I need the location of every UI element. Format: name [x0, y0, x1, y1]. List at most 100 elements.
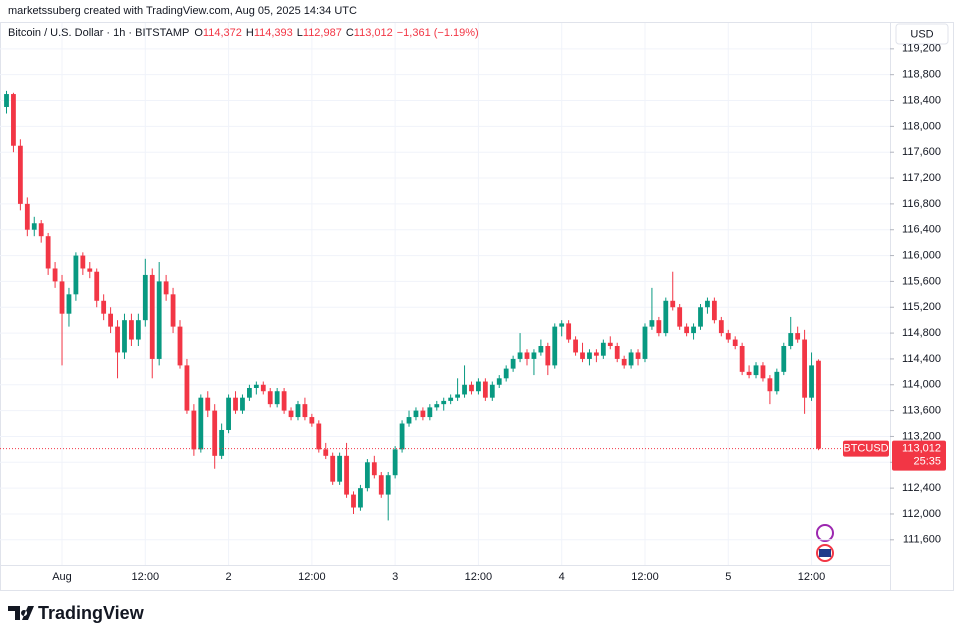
y-tick-label: 117,200	[902, 172, 941, 184]
axes: 111,600112,000112,400112,800113,200113,6…	[52, 43, 946, 583]
x-tick-label: 2	[226, 571, 232, 583]
candle-body	[240, 397, 245, 411]
candle-body	[302, 404, 308, 418]
candle-body	[177, 326, 183, 366]
candle-body	[711, 300, 717, 321]
candle-body	[198, 397, 204, 450]
candle-body	[774, 371, 780, 392]
candle-body	[614, 346, 620, 359]
candle-body	[545, 346, 551, 366]
candle-body	[247, 387, 252, 398]
candle-body	[108, 313, 113, 327]
candle-body	[795, 333, 801, 340]
x-tick-label: 12:00	[465, 571, 493, 583]
y-tick-label: 112,400	[902, 482, 941, 494]
candle-body	[295, 404, 301, 418]
candle-body	[462, 384, 467, 395]
currency-box[interactable]	[895, 23, 949, 45]
y-tick-label: 115,200	[902, 301, 941, 313]
candle-body	[469, 384, 474, 392]
candle-body	[670, 300, 676, 308]
candle-body	[448, 397, 454, 401]
y-tick-label: 113,200	[902, 430, 941, 442]
candle-body	[4, 94, 9, 107]
x-tick-label: 12:00	[132, 571, 160, 583]
candle-body	[531, 352, 537, 359]
candle-body	[573, 339, 578, 353]
candle-body	[17, 145, 23, 204]
candle-body	[566, 323, 572, 340]
flag-icon	[819, 549, 831, 557]
candle-body	[253, 384, 259, 388]
candle-body	[538, 346, 544, 353]
logo-text: TradingView	[38, 603, 145, 623]
candle-body	[149, 274, 155, 359]
y-tick-label: 111,600	[903, 534, 941, 546]
y-tick-label: 115,600	[902, 275, 941, 287]
symbol-title: Bitcoin / U.S. Dollar · 1h · BITSTAMP	[8, 27, 189, 39]
candle-body	[559, 323, 565, 327]
candle-body	[663, 300, 669, 334]
ohlc-value: 112,987	[303, 27, 342, 39]
ohlc-key: L	[297, 27, 303, 39]
candle-body	[38, 223, 44, 237]
candle-body	[684, 326, 690, 334]
countdown-label: 25:35	[913, 455, 941, 467]
x-tick-label: 12:00	[631, 571, 659, 583]
candle-body	[184, 365, 190, 411]
candle-body	[281, 391, 287, 411]
ohlc-key: O	[194, 27, 203, 39]
candle-body	[788, 333, 794, 347]
event-icon[interactable]	[816, 524, 834, 542]
candle-body	[330, 455, 336, 482]
candle-body	[580, 352, 585, 359]
price-box	[892, 440, 946, 471]
currency[interactable]: USD	[910, 28, 933, 40]
candle-body	[725, 333, 731, 340]
ohlc-key: C	[346, 27, 354, 39]
candle-body	[510, 358, 516, 369]
candle-body	[337, 455, 343, 482]
candle-body	[455, 394, 460, 398]
logo: TradingView	[8, 603, 145, 623]
candle-body	[552, 326, 558, 366]
candle-body	[66, 294, 72, 314]
candle-body	[705, 300, 710, 308]
candle-body	[351, 494, 356, 508]
candle-body	[59, 281, 65, 314]
y-tick-label: 112,000	[902, 508, 941, 520]
candle-body	[649, 320, 655, 327]
candle-body	[635, 352, 641, 359]
candle-body	[642, 326, 648, 359]
candle-body	[122, 320, 127, 353]
candle-body	[496, 378, 502, 385]
y-tick-label: 114,000	[902, 379, 941, 391]
candle-body	[378, 475, 384, 495]
candle-body	[73, 255, 79, 295]
candle-body	[87, 268, 93, 272]
candle-body	[503, 368, 509, 379]
symbol-box	[843, 440, 889, 457]
candle-body	[142, 274, 148, 321]
candle-body	[427, 407, 433, 418]
candle-body	[11, 94, 16, 146]
candle-body	[420, 410, 426, 418]
candle-body	[607, 342, 613, 347]
ohlc-value: 114,393	[254, 27, 293, 39]
candle-body	[80, 255, 86, 269]
candle-body	[587, 352, 592, 359]
candle-body	[101, 300, 107, 314]
y-tick-label: 116,000	[902, 249, 941, 261]
candle-body	[385, 475, 391, 495]
candle-body	[191, 410, 197, 450]
y-tick-label: 113,600	[902, 405, 941, 417]
candle-body	[594, 352, 599, 356]
candle-body	[718, 320, 724, 334]
candle-body	[767, 378, 773, 392]
event-icons[interactable]	[816, 524, 834, 562]
candle-body	[746, 371, 752, 376]
candle-body	[600, 342, 606, 356]
y-tick-label: 114,400	[902, 353, 941, 365]
x-tick-label: 5	[725, 571, 731, 583]
